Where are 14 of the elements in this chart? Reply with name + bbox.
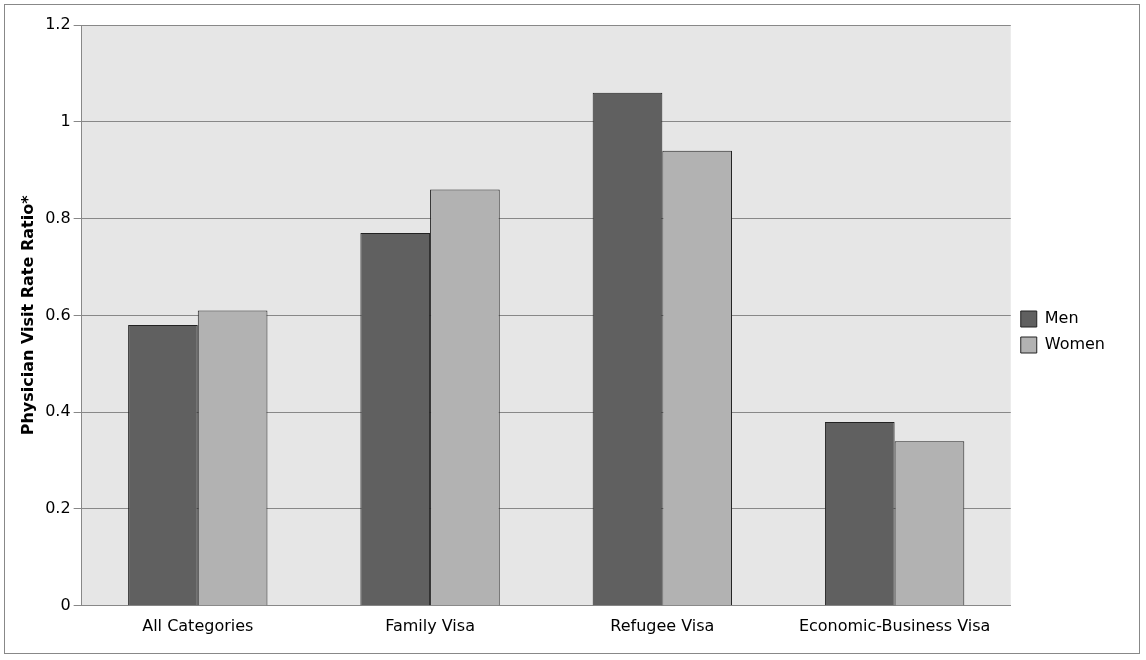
x-tick-label: Economic-Business Visa — [798, 615, 991, 635]
y-tick-label: 1.2 — [45, 14, 71, 34]
y-tick-label: 0 — [60, 594, 71, 614]
legend-label: Men — [1044, 308, 1079, 328]
y-tick-label: 0.2 — [45, 498, 71, 518]
x-tick-label: All Categories — [142, 615, 254, 635]
legend-label: Women — [1044, 334, 1106, 354]
y-tick-label: 0.6 — [45, 304, 71, 324]
y-axis-title: Physician Visit Rate Ratio* — [17, 194, 37, 436]
y-tick-label: 0.4 — [45, 401, 71, 421]
y-tick-label: 0.8 — [45, 207, 71, 227]
y-tick-label: 1 — [60, 110, 71, 130]
x-tick-label: Refugee Visa — [610, 615, 715, 635]
x-tick-label: Family Visa — [385, 615, 475, 635]
